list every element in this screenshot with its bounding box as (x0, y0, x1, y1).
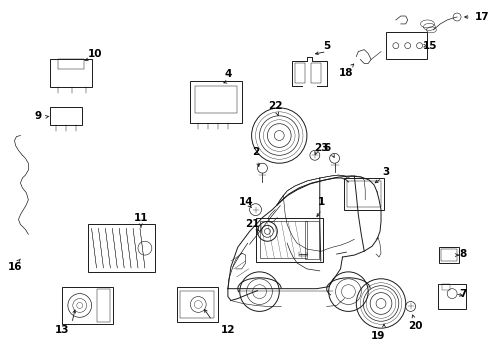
Text: 7: 7 (458, 289, 466, 298)
Text: 22: 22 (267, 101, 282, 111)
Bar (96, 289, 110, 322)
Bar (62, 287, 113, 324)
Bar (294, 63, 305, 83)
Text: 20: 20 (407, 321, 422, 331)
Bar (190, 81, 241, 123)
Bar (180, 291, 214, 318)
Text: 1: 1 (318, 197, 325, 207)
Bar (50, 59, 91, 87)
Text: 23: 23 (314, 143, 328, 153)
Text: 6: 6 (323, 143, 329, 153)
Text: 15: 15 (422, 41, 437, 51)
Text: 19: 19 (370, 331, 385, 341)
Bar (346, 181, 380, 207)
Text: 12: 12 (220, 325, 235, 335)
Bar (385, 32, 427, 59)
Text: 3: 3 (382, 167, 389, 177)
Bar (305, 221, 318, 259)
Bar (195, 86, 236, 113)
Bar (440, 249, 456, 261)
Bar (87, 224, 155, 272)
Text: 9: 9 (35, 111, 41, 121)
Bar (255, 217, 322, 262)
Text: 13: 13 (55, 325, 69, 335)
Text: 18: 18 (339, 68, 353, 78)
Text: 10: 10 (88, 49, 102, 59)
Text: 17: 17 (473, 12, 488, 22)
Bar (437, 284, 465, 309)
Bar (259, 221, 306, 258)
Text: 4: 4 (224, 69, 231, 79)
Text: 2: 2 (251, 147, 259, 157)
Bar (58, 59, 83, 69)
Bar (438, 247, 458, 263)
Text: 16: 16 (8, 262, 23, 272)
Bar (344, 178, 383, 210)
Text: 8: 8 (458, 249, 466, 259)
Bar (310, 63, 320, 83)
Bar (176, 287, 218, 322)
Text: 11: 11 (133, 212, 148, 222)
Bar (50, 107, 81, 125)
Text: 14: 14 (238, 197, 252, 207)
Text: 5: 5 (323, 41, 329, 51)
Bar (441, 284, 449, 290)
Text: 21: 21 (245, 220, 259, 229)
